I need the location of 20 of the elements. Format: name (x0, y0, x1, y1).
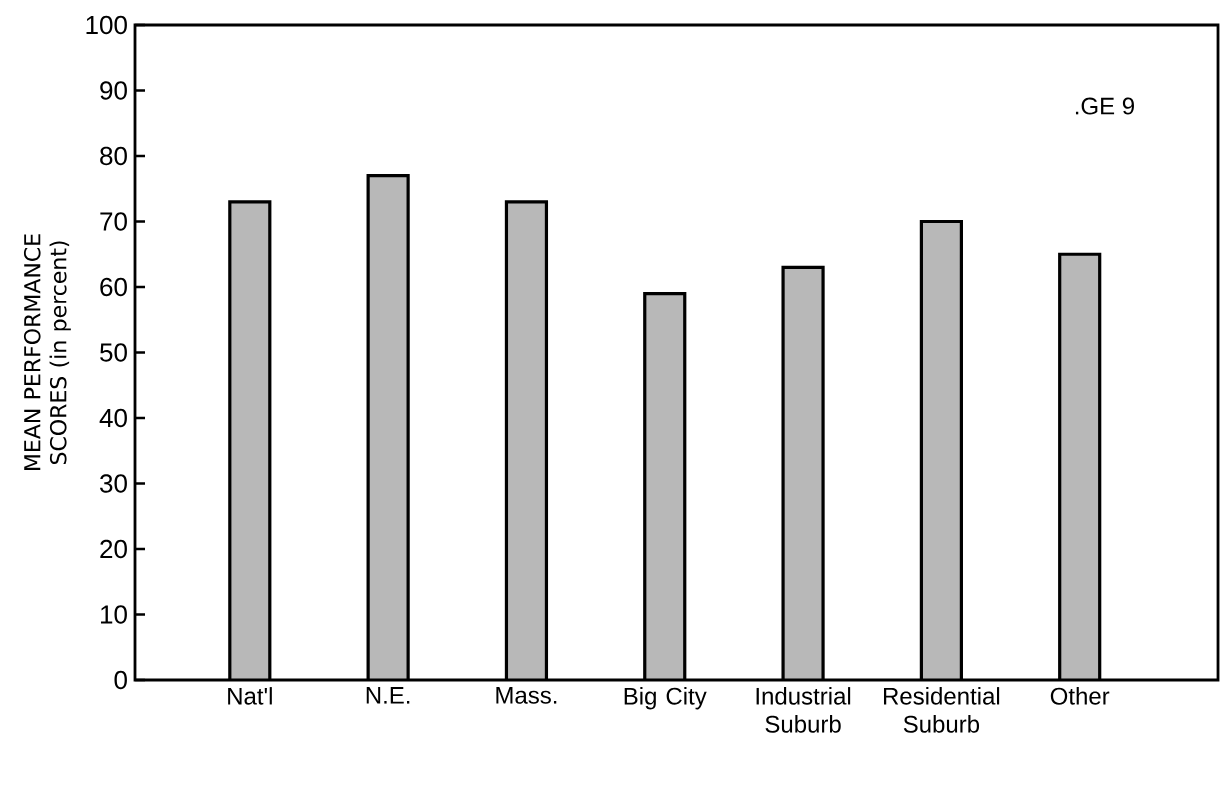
y-tick-label: 20 (100, 539, 127, 559)
y-tick-label: 70 (100, 212, 127, 231)
y-tick-label: 90 (100, 81, 127, 100)
y-tick-label: 60 (100, 277, 127, 297)
y-tick-label: 50 (100, 343, 127, 362)
x-tick-label: Nat'l (228, 687, 272, 705)
x-tick-label: Other (1050, 687, 1110, 705)
y-tick-label: 30 (100, 474, 127, 493)
x-tick-label: Industrial Suburb (756, 687, 851, 733)
x-tick-label: Residential Suburb (883, 687, 1000, 733)
y-tick-label: 40 (99, 408, 127, 428)
x-tick-label: Mass. (496, 687, 557, 704)
y-tick-label: 10 (101, 605, 127, 624)
x-tick-label: N.E. (366, 687, 410, 704)
x-tick-label: Big City (624, 687, 707, 710)
y-tick-label: 80 (100, 146, 127, 166)
annotation: .GE 9 (1075, 97, 1134, 115)
y-axis-title: MEAN PERFORMANCE SCORES (in percent) (23, 234, 71, 470)
y-tick-label: 0 (114, 670, 127, 690)
y-tick-label: 100 (86, 15, 127, 35)
